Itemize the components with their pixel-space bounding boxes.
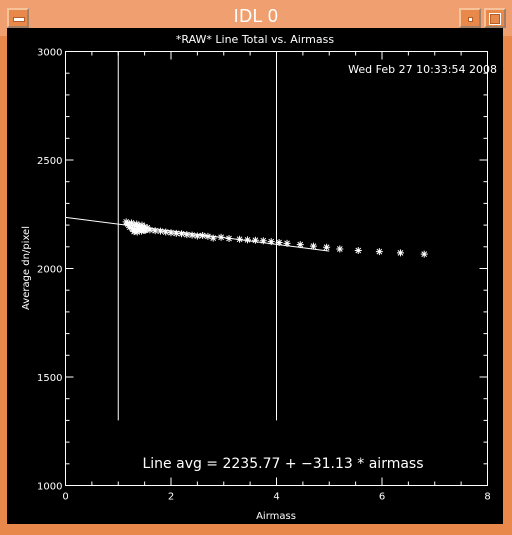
data-point <box>156 227 164 235</box>
chart-title: *RAW* Line Total vs. Airmass <box>176 33 334 46</box>
x-tick-label: 0 <box>62 492 68 503</box>
maximize-button[interactable] <box>484 8 506 28</box>
data-point <box>141 226 149 234</box>
data-point <box>275 238 283 246</box>
data-point <box>396 249 404 257</box>
timestamp-label: Wed Feb 27 10:33:54 2008 <box>348 63 497 76</box>
data-point <box>138 221 146 229</box>
data-point <box>296 241 304 249</box>
window-menu-button[interactable] <box>7 8 29 28</box>
data-point <box>259 237 267 245</box>
y-tick-label: 2500 <box>37 156 62 167</box>
data-point <box>267 238 275 246</box>
data-point <box>162 228 170 236</box>
fit-equation-label: Line avg = 2235.77 + −31.13 * airmass <box>142 456 423 472</box>
data-point <box>375 248 383 256</box>
data-point <box>225 235 233 243</box>
window-title: IDL 0 <box>233 6 279 26</box>
data-point <box>193 232 201 240</box>
menu-bar-icon <box>13 17 25 22</box>
data-point <box>167 229 175 237</box>
y-tick-label: 2000 <box>37 265 62 276</box>
data-point <box>178 230 186 238</box>
data-point <box>251 236 259 244</box>
data-point <box>172 229 180 237</box>
x-tick-label: 6 <box>379 492 385 503</box>
x-tick-label: 8 <box>484 492 490 503</box>
data-point <box>126 223 134 231</box>
x-tick-label: 2 <box>168 492 174 503</box>
y-tick-label: 1500 <box>37 373 62 384</box>
vertical-lines <box>117 51 277 421</box>
data-point <box>128 225 136 233</box>
minimize-icon <box>468 17 473 22</box>
data-point <box>323 243 331 251</box>
data-point <box>146 226 154 234</box>
data-point <box>309 242 317 250</box>
data-point <box>183 231 191 239</box>
data-point <box>209 234 217 242</box>
plot-canvas: *RAW* Line Total vs. Airmass Wed Feb 27 … <box>7 28 503 524</box>
data-point <box>135 222 143 230</box>
data-point <box>336 245 344 253</box>
scatter-chart: *RAW* Line Total vs. Airmass Wed Feb 27 … <box>21 33 497 522</box>
data-point <box>199 232 207 240</box>
data-point <box>188 231 196 239</box>
data-point <box>151 227 159 235</box>
data-point <box>204 232 212 240</box>
data-point <box>130 221 138 229</box>
data-point <box>243 236 251 244</box>
data-point <box>137 227 145 235</box>
data-point <box>236 235 244 243</box>
data-points <box>122 218 428 258</box>
maximize-icon <box>489 13 501 25</box>
data-point <box>283 239 291 247</box>
y-axis-label: Average dn/pixel <box>21 226 32 310</box>
data-point <box>217 233 225 241</box>
data-point <box>133 228 141 236</box>
data-point <box>354 246 362 254</box>
y-tick-label: 1000 <box>37 482 62 493</box>
y-tick-label: 3000 <box>37 48 62 59</box>
minimize-button[interactable] <box>459 8 481 28</box>
axes: 0 2 4 6 8 1000 1500 2000 2500 3000 <box>37 48 491 503</box>
x-tick-label: 4 <box>273 492 279 503</box>
data-point <box>420 250 428 258</box>
x-axis-label: Airmass <box>256 511 296 522</box>
